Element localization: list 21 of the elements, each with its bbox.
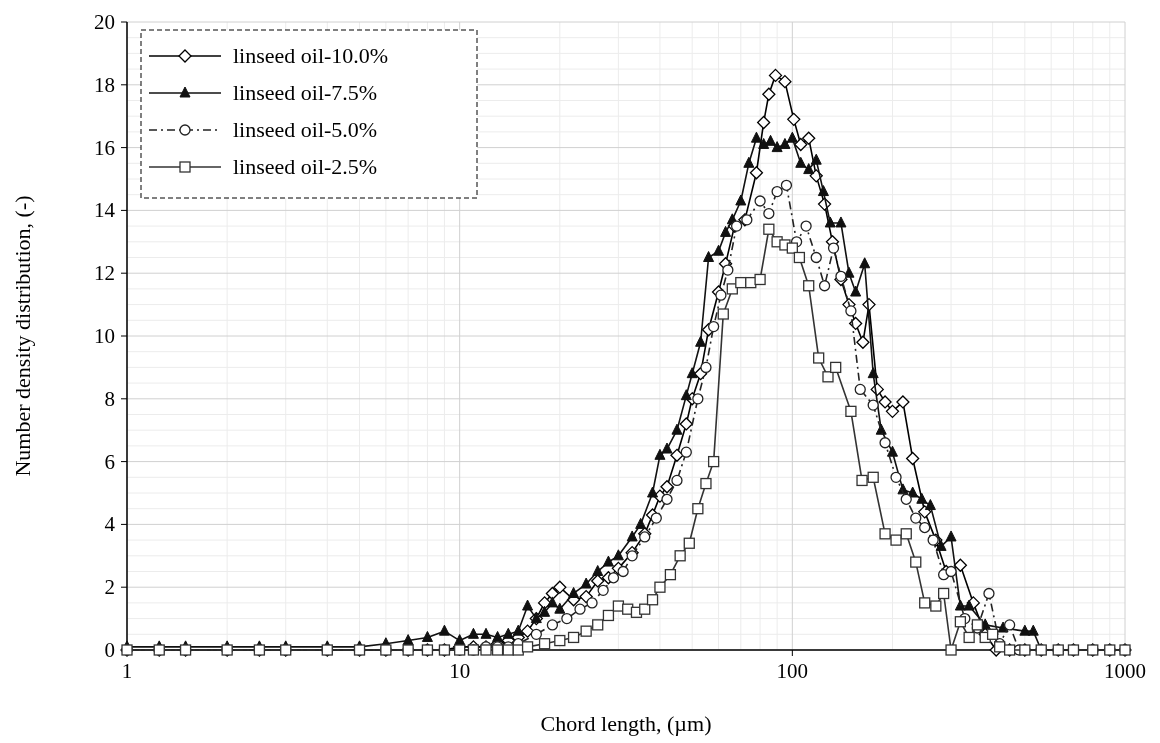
x-tick-label: 10 <box>449 659 471 683</box>
y-tick-label: 10 <box>94 324 115 348</box>
x-tick-label: 1 <box>121 659 133 683</box>
y-axis-title: Number density distribution, (-) <box>10 195 35 477</box>
y-tick-label: 0 <box>104 638 115 662</box>
y-tick-label: 2 <box>104 575 115 600</box>
y-tick-label: 14 <box>94 198 116 223</box>
x-tick-label: 1000 <box>1104 659 1146 683</box>
y-tick-label: 6 <box>104 449 115 474</box>
x-tick-label: 100 <box>776 659 809 683</box>
legend-label: linseed oil-2.5% <box>233 154 378 179</box>
y-tick-label: 12 <box>94 261 115 286</box>
y-tick-label: 4 <box>104 512 116 537</box>
y-tick-label: 8 <box>104 386 115 411</box>
x-axis-title: Chord length, (µm) <box>540 711 712 736</box>
y-tick-label: 20 <box>94 10 115 34</box>
legend-label: linseed oil-10.0% <box>233 43 389 68</box>
legend-label: linseed oil-7.5% <box>233 80 378 105</box>
y-tick-label: 16 <box>94 135 115 160</box>
legend-label: linseed oil-5.0% <box>233 117 378 142</box>
y-tick-label: 18 <box>94 72 115 97</box>
